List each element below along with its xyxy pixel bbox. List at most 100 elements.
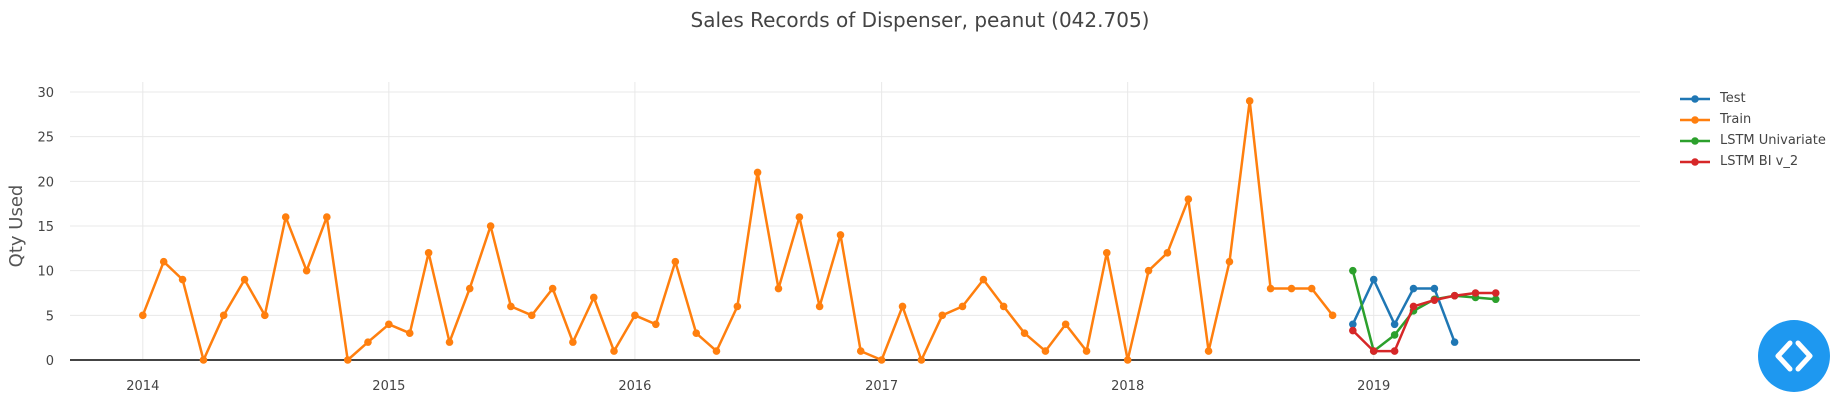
data-point-train <box>795 213 804 221</box>
legend-swatch-marker <box>1691 115 1699 124</box>
y-tick-label: 25 <box>37 131 54 146</box>
series-line-train <box>141 99 1334 362</box>
data-point-train <box>1123 356 1132 364</box>
data-point-train <box>364 338 372 346</box>
data-point-train <box>405 329 414 338</box>
data-point-train <box>159 257 168 266</box>
data-point-train <box>753 168 762 177</box>
data-point-lstm-bi-v-2 <box>1471 289 1480 297</box>
data-point-train <box>589 293 598 302</box>
data-point-train <box>385 320 393 329</box>
data-point-train <box>774 284 783 293</box>
data-point-lstm-univariate <box>1491 295 1500 304</box>
y-axis-label: Qty Used <box>6 185 27 268</box>
data-point-train <box>979 275 988 284</box>
data-point-train <box>671 257 680 266</box>
y-tick-label: 15 <box>37 220 54 235</box>
data-point-test <box>1349 320 1357 329</box>
data-point-train <box>240 275 249 284</box>
data-point-train <box>569 338 577 346</box>
data-point-train <box>692 329 701 338</box>
data-point-train <box>1307 284 1316 293</box>
legend-item-test[interactable]: Test <box>1678 88 1826 109</box>
data-point-lstm-bi-v-2 <box>1409 302 1418 311</box>
data-point-test <box>1390 320 1399 329</box>
data-point-test <box>1369 275 1378 284</box>
data-point-lstm-bi-v-2 <box>1349 326 1357 335</box>
legend-swatch <box>1680 115 1710 124</box>
data-point-train <box>1144 266 1153 275</box>
data-point-train <box>1328 311 1337 320</box>
data-point-train <box>527 311 536 320</box>
y-tick-label: 20 <box>37 175 54 190</box>
data-point-train <box>631 311 639 320</box>
data-point-train <box>486 222 495 230</box>
data-point-train <box>958 302 967 311</box>
x-tick-label: 2015 <box>372 379 405 394</box>
data-point-train <box>323 213 331 221</box>
data-point-train <box>938 311 947 320</box>
data-point-train <box>1102 249 1111 257</box>
chart-title: Sales Records of Dispenser, peanut (042.… <box>690 8 1150 32</box>
y-tick-label: 0 <box>46 354 54 369</box>
data-point-train <box>302 266 311 275</box>
data-point-train <box>1041 347 1050 355</box>
data-point-train <box>1184 195 1193 203</box>
data-point-train <box>199 356 208 364</box>
data-point-train <box>917 356 926 364</box>
data-point-test <box>1450 338 1459 346</box>
data-point-train <box>178 275 187 284</box>
data-point-train <box>1163 249 1172 257</box>
code-icon <box>1775 340 1813 372</box>
legend-item-train[interactable]: Train <box>1678 109 1826 130</box>
data-point-train <box>445 338 454 346</box>
legend-item-lstm-univariate[interactable]: LSTM Univariate <box>1678 130 1826 151</box>
data-point-test <box>1409 284 1418 293</box>
legend-label: LSTM Univariate <box>1720 133 1826 148</box>
data-point-train <box>898 302 907 311</box>
series-line-lstm-bi-v-2 <box>1351 291 1496 353</box>
data-point-train <box>1225 257 1234 266</box>
x-tick-label: 2019 <box>1357 379 1390 394</box>
legend-item-lstm-bi-v-2[interactable]: LSTM BI v_2 <box>1678 151 1826 172</box>
data-point-train <box>999 302 1008 311</box>
legend-swatch-marker <box>1691 94 1699 103</box>
x-tick-label: 2018 <box>1111 379 1144 394</box>
legend-swatch <box>1680 136 1710 145</box>
code-button[interactable] <box>1758 320 1830 392</box>
data-point-train <box>1061 320 1070 329</box>
y-tick-label: 30 <box>37 86 54 101</box>
data-point-lstm-univariate <box>1390 331 1399 339</box>
data-point-train <box>733 302 742 311</box>
data-point-train <box>261 311 269 320</box>
data-point-lstm-bi-v-2 <box>1450 291 1459 300</box>
data-point-lstm-univariate <box>1349 266 1357 275</box>
data-point-train <box>343 356 352 364</box>
data-point-train <box>139 311 147 320</box>
data-point-lstm-bi-v-2 <box>1390 347 1399 355</box>
x-tick-label: 2014 <box>126 379 159 394</box>
legend-swatch <box>1680 157 1710 166</box>
data-point-train <box>1082 347 1091 355</box>
data-point-lstm-bi-v-2 <box>1430 296 1439 304</box>
legend-swatch-marker <box>1691 136 1699 145</box>
x-tick-label: 2017 <box>865 379 898 394</box>
data-point-train <box>424 249 433 257</box>
data-point-train <box>219 311 228 320</box>
data-point-train <box>507 302 515 311</box>
data-point-train <box>877 356 886 364</box>
y-tick-label: 10 <box>37 265 54 280</box>
y-tick-label: 5 <box>46 309 54 324</box>
data-point-train <box>1287 284 1296 293</box>
data-point-train <box>1266 284 1275 293</box>
data-point-train <box>815 302 824 311</box>
data-point-train <box>712 347 721 355</box>
data-point-train <box>856 347 865 355</box>
legend[interactable]: Test Train LSTM Univariate LSTM BI v_2 <box>1678 88 1826 172</box>
data-point-train <box>1020 329 1029 338</box>
data-point-lstm-bi-v-2 <box>1369 347 1378 355</box>
legend-label: Train <box>1720 112 1752 127</box>
x-tick-label: 2016 <box>618 379 651 394</box>
data-point-test <box>1430 284 1439 293</box>
